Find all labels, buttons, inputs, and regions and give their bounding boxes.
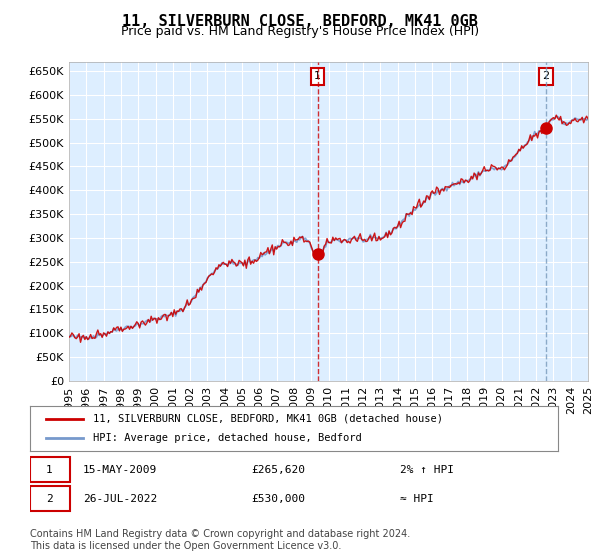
Text: 2: 2 <box>542 71 550 81</box>
Text: £530,000: £530,000 <box>252 493 306 503</box>
Text: 15-MAY-2009: 15-MAY-2009 <box>83 465 157 475</box>
Text: 11, SILVERBURN CLOSE, BEDFORD, MK41 0GB: 11, SILVERBURN CLOSE, BEDFORD, MK41 0GB <box>122 14 478 29</box>
Text: Price paid vs. HM Land Registry's House Price Index (HPI): Price paid vs. HM Land Registry's House … <box>121 25 479 38</box>
Text: 1: 1 <box>46 465 53 475</box>
Text: £265,620: £265,620 <box>252 465 306 475</box>
Text: 11, SILVERBURN CLOSE, BEDFORD, MK41 0GB (detached house): 11, SILVERBURN CLOSE, BEDFORD, MK41 0GB … <box>94 413 443 423</box>
Text: 1: 1 <box>314 71 321 81</box>
FancyBboxPatch shape <box>30 458 70 482</box>
Text: ≈ HPI: ≈ HPI <box>400 493 433 503</box>
Bar <box>317 62 546 381</box>
Text: 26-JUL-2022: 26-JUL-2022 <box>83 493 157 503</box>
FancyBboxPatch shape <box>30 486 70 511</box>
Text: Contains HM Land Registry data © Crown copyright and database right 2024.
This d: Contains HM Land Registry data © Crown c… <box>30 529 410 551</box>
Text: 2% ↑ HPI: 2% ↑ HPI <box>400 465 454 475</box>
Text: HPI: Average price, detached house, Bedford: HPI: Average price, detached house, Bedf… <box>94 433 362 444</box>
Text: 2: 2 <box>46 493 53 503</box>
